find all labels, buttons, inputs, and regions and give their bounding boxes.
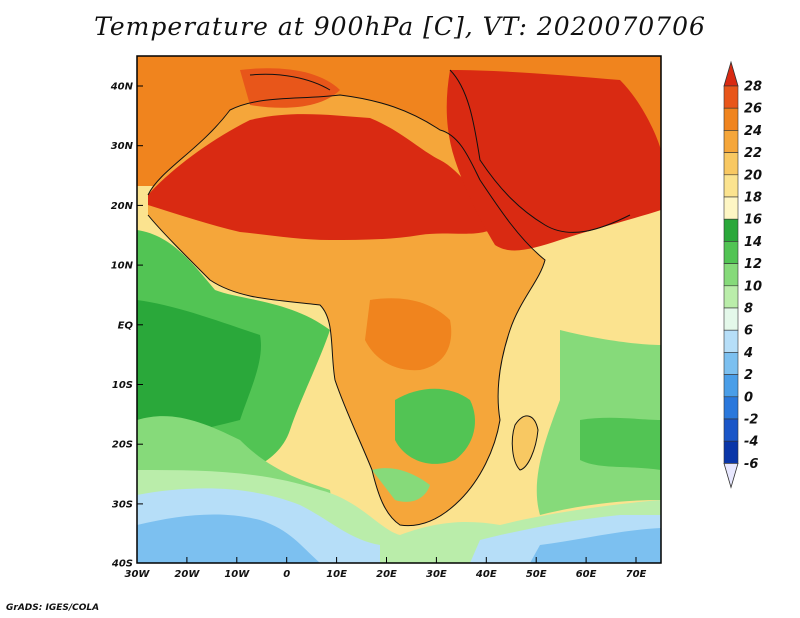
lat-tick-label: 10N (111, 261, 134, 272)
lat-tick-label: 40S (111, 559, 133, 570)
colorbar-segment (723, 130, 739, 153)
colorbar-label: 28 (744, 80, 762, 95)
temperature-field (137, 56, 661, 563)
lat-tick-label: 30N (111, 141, 134, 152)
colorbar-segment (723, 196, 739, 220)
colorbar-label: 18 (744, 191, 762, 206)
colorbar-label: 4 (743, 346, 753, 361)
colorbar-label: 24 (744, 124, 762, 139)
colorbar-segment (723, 396, 739, 420)
colorbar-segment (723, 374, 739, 398)
latitude-axis: 40N 30N 20N 10N EQ 10S 20S 30S 40S (110, 82, 143, 570)
colorbar-segment (723, 352, 739, 375)
colorbar-label: -2 (744, 413, 758, 428)
colorbar-label: 10 (744, 279, 762, 294)
colorbar-segment (723, 174, 739, 198)
lon-tick-label: 10W (224, 569, 250, 580)
lon-tick-label: 30W (125, 569, 151, 580)
colorbar-label: 6 (744, 324, 753, 339)
lon-tick-label: 40E (475, 569, 497, 580)
colorbar-label: -6 (744, 457, 758, 472)
colorbar-label: 8 (744, 302, 753, 317)
lon-tick-label: 0 (283, 569, 290, 580)
map-frame (136, 55, 662, 564)
lat-tick-label: 20N (111, 201, 134, 212)
colorbar-label: 20 (744, 168, 762, 183)
coastlines (147, 69, 631, 527)
colorbar-segment (723, 418, 739, 442)
lon-tick-label: 30E (426, 569, 447, 580)
colorbar-label: 2 (744, 368, 753, 383)
colorbar-segment (723, 241, 739, 264)
colorbar-label: 12 (744, 257, 762, 272)
colorbar-segment (723, 307, 739, 331)
colorbar-segment (723, 285, 739, 309)
lon-tick-label: 20E (376, 569, 397, 580)
lon-tick-label: 20W (174, 569, 200, 580)
lat-tick-label: 10S (112, 380, 133, 391)
colorbar-segment (723, 440, 739, 464)
lon-tick-label: 10E (326, 569, 347, 580)
lon-tick-label: 50E (526, 569, 547, 580)
lat-tick-label: 20S (112, 440, 133, 451)
colorbar-segment (723, 218, 739, 242)
colorbar-label: 14 (744, 235, 762, 250)
colorbar-label: -4 (744, 435, 758, 450)
colorbar-top-arrow (723, 60, 739, 87)
colorbar-segment (723, 152, 739, 176)
colorbar-segment (723, 107, 739, 131)
grads-credit: GrADS: IGES/COLA (6, 603, 100, 613)
lat-tick-label: EQ (118, 320, 134, 331)
colorbar-segment (723, 85, 739, 109)
colorbar-segment (723, 263, 739, 287)
lon-tick-label: 70E (626, 569, 647, 580)
lat-tick-label: 30S (112, 499, 133, 510)
colorbar-segment (723, 329, 739, 353)
colorbar-bottom-arrow (723, 462, 739, 489)
colorbar-label: 22 (744, 146, 762, 161)
lon-tick-label: 60E (576, 569, 597, 580)
map-title: Temperature at 900hPa [C], VT: 202007070… (94, 12, 706, 41)
colorbar-label: 16 (744, 213, 762, 228)
colorbar-label: 0 (744, 390, 753, 405)
longitude-axis: 30W 20W 10W 0 10E 20E 30E 40E 50E 60E 70E (125, 557, 647, 580)
colorbar-label: 26 (744, 102, 762, 117)
lat-tick-label: 40N (110, 82, 134, 93)
